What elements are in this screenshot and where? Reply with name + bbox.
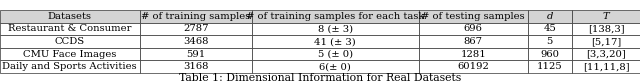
- Bar: [140, 60, 252, 73]
- Text: # of training samples for each task: # of training samples for each task: [246, 12, 424, 21]
- Text: CMU Face Images: CMU Face Images: [23, 50, 116, 59]
- Bar: [252, 48, 419, 60]
- Text: Daily and Sports Activities: Daily and Sports Activities: [3, 62, 137, 71]
- Text: [11,11,8]: [11,11,8]: [582, 62, 629, 71]
- Text: 3168: 3168: [183, 62, 209, 71]
- Text: 3468: 3468: [183, 37, 209, 46]
- Text: [3,3,20]: [3,3,20]: [586, 50, 626, 59]
- Bar: [419, 48, 527, 60]
- Bar: [572, 60, 640, 73]
- Bar: [0, 48, 140, 60]
- Bar: [527, 10, 572, 23]
- Bar: [572, 35, 640, 48]
- Text: 1125: 1125: [537, 62, 563, 71]
- Bar: [527, 48, 572, 60]
- Text: [5,17]: [5,17]: [591, 37, 621, 46]
- Text: Restaurant & Consumer: Restaurant & Consumer: [8, 24, 132, 34]
- Bar: [572, 48, 640, 60]
- Bar: [140, 10, 252, 23]
- Text: # of testing samples: # of testing samples: [421, 12, 525, 21]
- Text: 696: 696: [464, 24, 483, 34]
- Bar: [572, 10, 640, 23]
- Bar: [252, 35, 419, 48]
- Text: 8 (± 3): 8 (± 3): [317, 24, 353, 34]
- Bar: [419, 23, 527, 35]
- Text: 2787: 2787: [183, 24, 209, 34]
- Bar: [140, 23, 252, 35]
- Text: [138,3]: [138,3]: [588, 24, 624, 34]
- Bar: [0, 23, 140, 35]
- Bar: [140, 35, 252, 48]
- Text: d: d: [547, 12, 553, 21]
- Text: 5 (± 0): 5 (± 0): [317, 50, 353, 59]
- Bar: [572, 23, 640, 35]
- Bar: [0, 60, 140, 73]
- Bar: [140, 48, 252, 60]
- Bar: [419, 10, 527, 23]
- Bar: [0, 35, 140, 48]
- Bar: [527, 35, 572, 48]
- Bar: [419, 35, 527, 48]
- Bar: [419, 60, 527, 73]
- Text: T: T: [603, 12, 609, 21]
- Text: 41 (± 3): 41 (± 3): [314, 37, 356, 46]
- Bar: [252, 10, 419, 23]
- Text: 5: 5: [547, 37, 553, 46]
- Bar: [0, 10, 140, 23]
- Text: # of training samples: # of training samples: [141, 12, 250, 21]
- Text: Table 1: Dimensional Information for Real Datasets: Table 1: Dimensional Information for Rea…: [179, 73, 461, 83]
- Bar: [252, 60, 419, 73]
- Text: 45: 45: [543, 24, 556, 34]
- Text: CCDS: CCDS: [55, 37, 85, 46]
- Bar: [252, 23, 419, 35]
- Text: 6(± 0): 6(± 0): [319, 62, 351, 71]
- Bar: [527, 60, 572, 73]
- Text: 591: 591: [186, 50, 205, 59]
- Text: 867: 867: [464, 37, 483, 46]
- Bar: [527, 23, 572, 35]
- Text: 960: 960: [540, 50, 559, 59]
- Text: 1281: 1281: [460, 50, 486, 59]
- Text: 60192: 60192: [457, 62, 489, 71]
- Text: Datasets: Datasets: [48, 12, 92, 21]
